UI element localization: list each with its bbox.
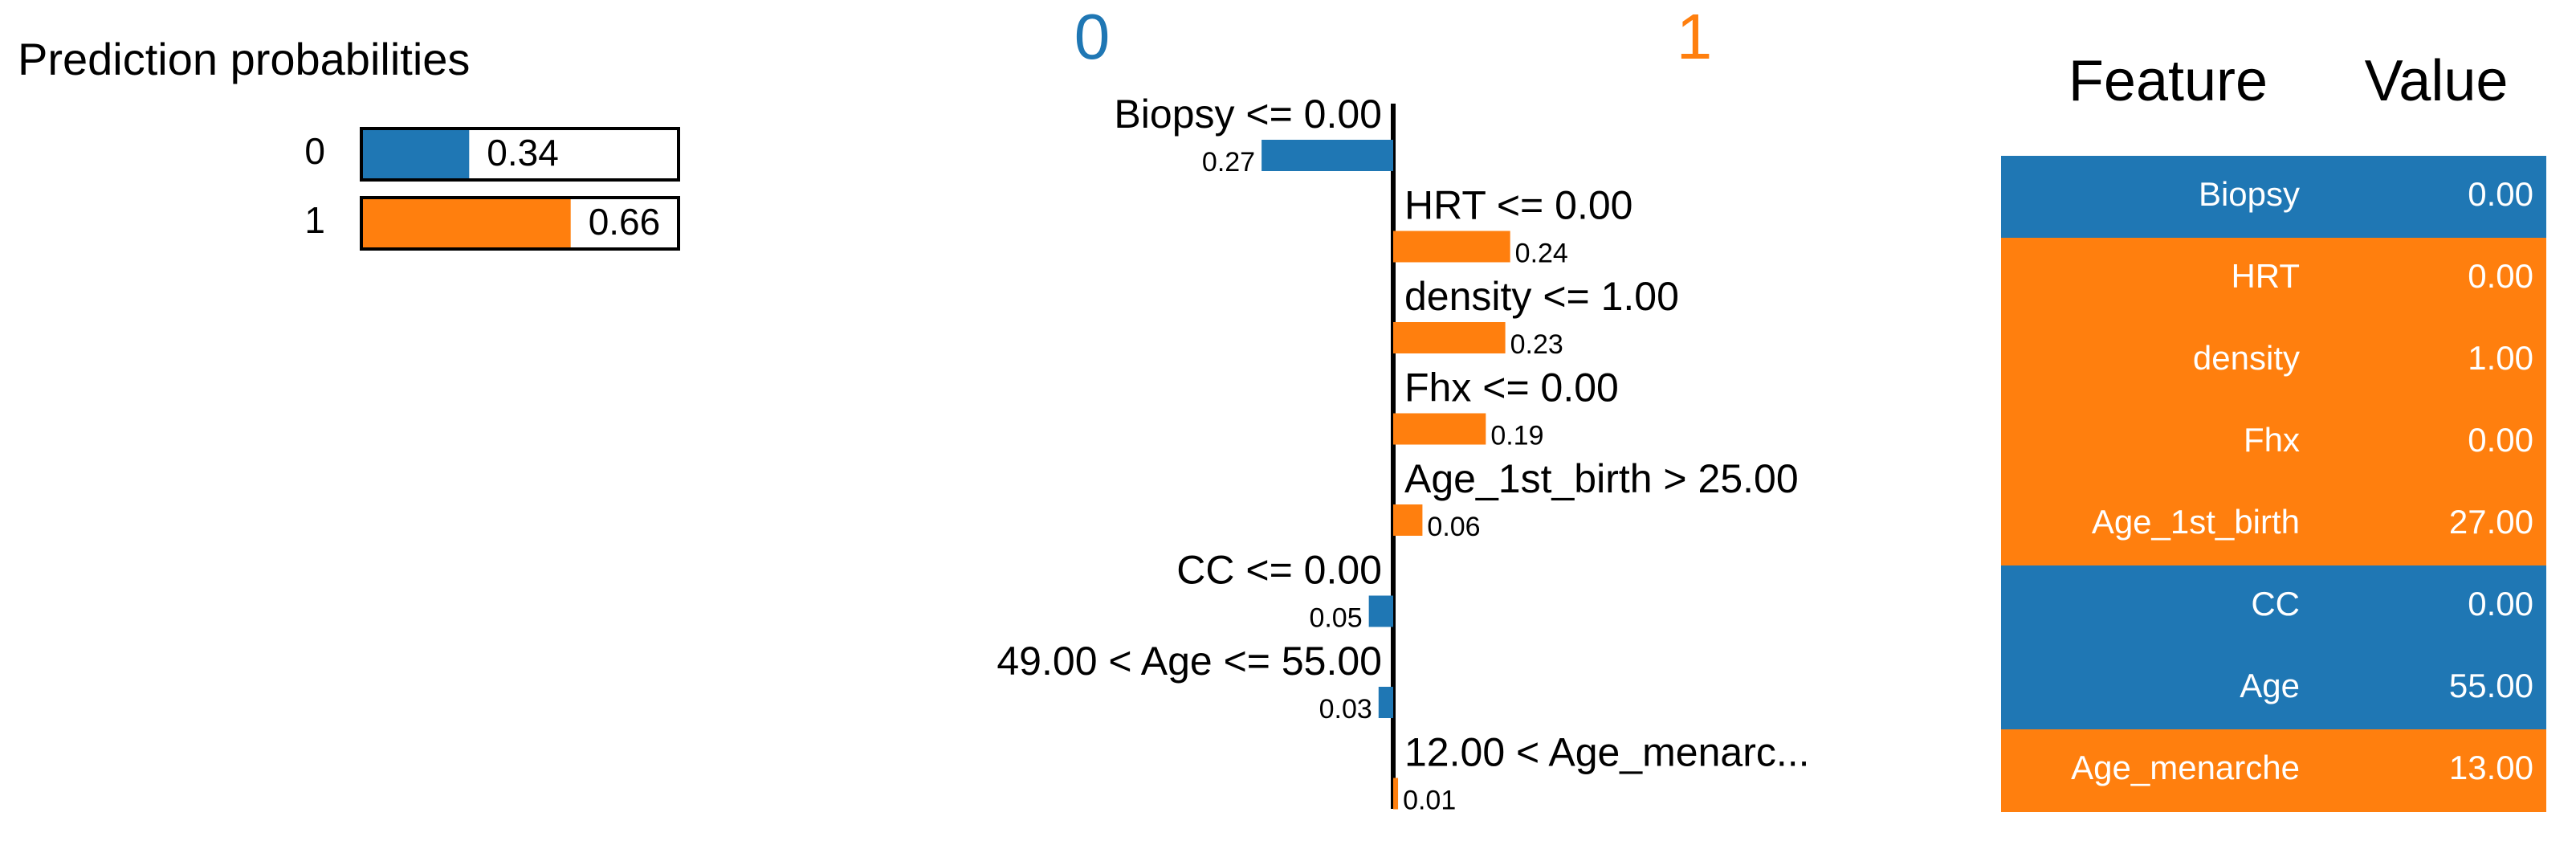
class-label: 0 xyxy=(304,130,325,172)
feature-value: 55.00 xyxy=(2449,667,2533,704)
feature-name: Fhx xyxy=(2244,421,2300,459)
contribution-bar xyxy=(1393,504,1423,536)
feature-value: 0.00 xyxy=(2468,421,2533,459)
table-row xyxy=(2001,647,2546,730)
contribution-bar xyxy=(1393,778,1399,810)
table-row xyxy=(2001,729,2546,812)
probability-frame xyxy=(360,127,680,182)
feature-value: 27.00 xyxy=(2449,503,2533,541)
table-row xyxy=(2001,402,2546,484)
feature-value: 13.00 xyxy=(2449,749,2533,786)
feature-name: Biopsy xyxy=(2199,175,2300,213)
feature-condition: Fhx <= 0.00 xyxy=(1404,365,1619,410)
probability-value: 0.66 xyxy=(589,201,661,243)
feature-condition: CC <= 0.00 xyxy=(1176,548,1382,593)
table-row xyxy=(2001,565,2546,648)
probability-bar xyxy=(361,129,470,180)
contribution-value: 0.01 xyxy=(1403,785,1456,815)
contribution-value: 0.06 xyxy=(1427,512,1480,542)
contribution-bar xyxy=(1393,231,1510,263)
contribution-value: 0.24 xyxy=(1515,238,1568,268)
contribution-bar xyxy=(1262,140,1393,171)
feature-condition: Biopsy <= 0.00 xyxy=(1114,92,1382,137)
table-row xyxy=(2001,238,2546,320)
feature-name: Age_1st_birth xyxy=(2092,503,2300,541)
contribution-value: 0.05 xyxy=(1309,602,1362,633)
probability-bar xyxy=(361,198,571,249)
feature-condition: 49.00 < Age <= 55.00 xyxy=(997,639,1382,684)
table-header: Feature xyxy=(2069,49,2268,113)
feature-condition: Age_1st_birth > 25.00 xyxy=(1404,456,1799,501)
feature-value: 0.00 xyxy=(2468,257,2533,295)
contribution-bar xyxy=(1368,595,1393,627)
table-row xyxy=(2001,484,2546,566)
feature-value: 0.00 xyxy=(2468,585,2533,623)
feature-condition: density <= 1.00 xyxy=(1404,274,1679,319)
contribution-bar xyxy=(1393,322,1506,353)
feature-name: HRT xyxy=(2231,257,2300,295)
probability-value: 0.34 xyxy=(487,132,559,174)
table-header: Value xyxy=(2365,49,2509,113)
feature-name: Age_menarche xyxy=(2071,749,2300,786)
probabilities-title: Prediction probabilities xyxy=(18,34,470,84)
feature-name: density xyxy=(2193,339,2300,377)
feature-name: Age xyxy=(2240,667,2300,704)
contribution-bar xyxy=(1393,413,1486,445)
contribution-value: 0.23 xyxy=(1510,329,1563,360)
feature-name: CC xyxy=(2251,585,2300,623)
contribution-bar xyxy=(1378,687,1393,718)
table-row xyxy=(2001,320,2546,402)
feature-condition: 12.00 < Age_menarc... xyxy=(1404,730,1810,775)
contribution-value: 0.27 xyxy=(1202,147,1255,178)
feature-condition: HRT <= 0.00 xyxy=(1404,183,1632,228)
feature-value: 0.00 xyxy=(2468,175,2533,213)
contribution-value: 0.19 xyxy=(1490,420,1543,451)
feature-value: 1.00 xyxy=(2468,339,2533,377)
contribution-value: 0.03 xyxy=(1319,694,1372,725)
probability-frame xyxy=(360,196,680,251)
class-name: 1 xyxy=(1677,1,1713,72)
class-name: 0 xyxy=(1074,1,1111,72)
table-row xyxy=(2001,156,2546,239)
class-label: 1 xyxy=(304,199,325,241)
